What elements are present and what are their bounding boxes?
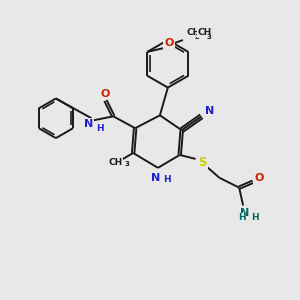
Text: N: N: [205, 106, 214, 116]
Text: O: O: [164, 38, 174, 48]
Text: 3: 3: [207, 34, 212, 40]
Text: H: H: [97, 124, 104, 133]
Text: O: O: [254, 173, 264, 183]
Text: 3: 3: [124, 161, 129, 167]
Text: H: H: [238, 213, 246, 222]
Text: CH: CH: [108, 158, 122, 167]
Text: O: O: [101, 88, 110, 98]
Text: CH: CH: [198, 28, 212, 37]
Text: N: N: [241, 208, 250, 218]
Text: H: H: [251, 213, 259, 222]
Text: H: H: [163, 175, 170, 184]
Text: S: S: [198, 156, 207, 170]
Text: N: N: [84, 119, 93, 129]
Text: 2: 2: [195, 34, 200, 40]
Text: N: N: [151, 173, 160, 183]
Text: CH: CH: [187, 28, 201, 37]
